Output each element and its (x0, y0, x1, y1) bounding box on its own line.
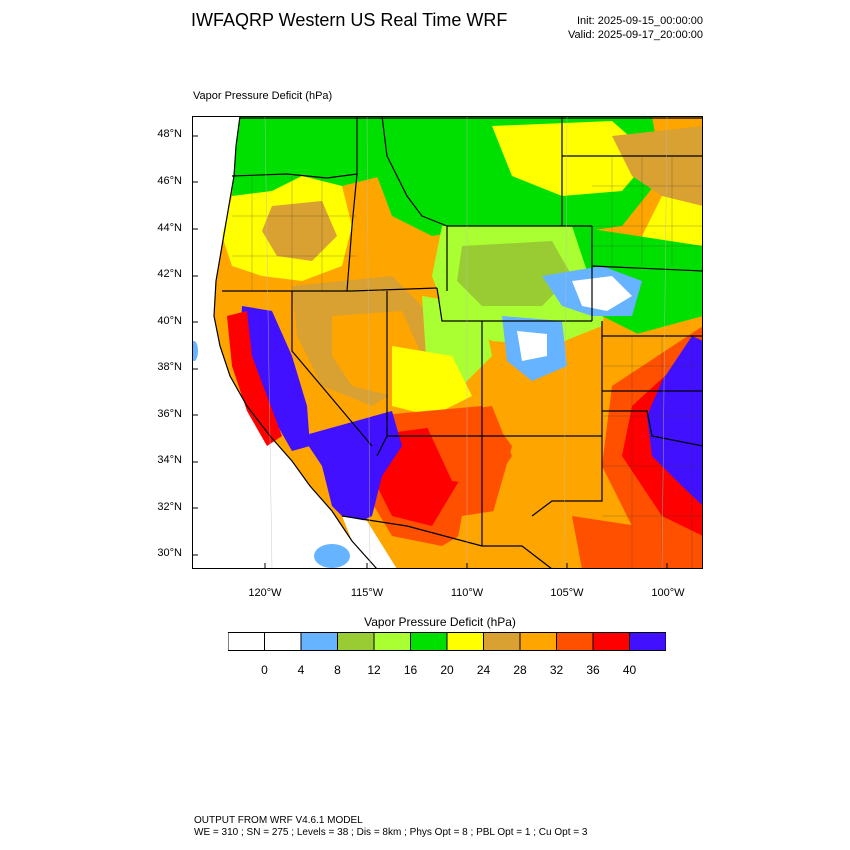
colorbar-bin (373, 632, 411, 651)
colorbar-tick-label: 40 (622, 663, 637, 677)
footer-line-2: WE = 310 ; SN = 275 ; Levels = 38 ; Dis … (194, 827, 588, 838)
colorbar-tick-label: 32 (549, 663, 564, 677)
colorbar-tick-label: 0 (261, 663, 268, 677)
colorbar-bin (629, 632, 666, 651)
colorbar-bin (264, 632, 302, 651)
lat-label: 32°N (157, 501, 182, 513)
lat-label: 46°N (157, 175, 182, 187)
colorbar-bin (483, 632, 521, 651)
lat-label: 42°N (157, 268, 182, 280)
cool-spot-pacific (192, 341, 198, 361)
lat-label: 48°N (157, 128, 182, 140)
region-utah-yellow (392, 346, 472, 416)
region-ca-central-valley (240, 306, 310, 451)
map-frame (192, 116, 703, 569)
vpd-map (192, 116, 703, 569)
colorbar-bin (300, 632, 338, 651)
lat-label: 40°N (157, 315, 182, 327)
lon-label: 115°W (350, 587, 384, 599)
region-sw-purple (302, 411, 402, 526)
state-borders (222, 116, 703, 569)
lon-label: 120°W (248, 587, 282, 599)
colorbar-tick-label: 20 (440, 663, 454, 677)
cool-spot-baja (314, 544, 350, 568)
colorbar-title: Vapor Pressure Deficit (hPa) (364, 615, 516, 629)
lat-label: 34°N (157, 454, 182, 466)
region-ca-coast-red (227, 311, 282, 446)
region-texas-purple (647, 336, 703, 506)
colorbar (228, 632, 666, 651)
region-mexico-red (572, 516, 703, 569)
lat-label: 44°N (157, 222, 182, 234)
init-time: Init: 2025-09-15_00:00:00 (577, 15, 703, 27)
colorbar-bin (519, 632, 557, 651)
lon-label: 110°W (450, 587, 484, 599)
colorbar-tick-label: 8 (334, 663, 341, 677)
lon-label: 100°W (651, 587, 685, 599)
colorbar-bin (410, 632, 448, 651)
region-cool-white-2 (517, 331, 547, 361)
region-wyoming-olive (457, 241, 572, 306)
colorbar-tick-label: 12 (367, 663, 381, 677)
region-cool-white-1 (572, 276, 632, 311)
colorbar-bin (446, 632, 484, 651)
colorbar-tick-label: 36 (586, 663, 600, 677)
valid-time: Valid: 2025-09-17_20:00:00 (568, 29, 703, 41)
model-info-footer: OUTPUT FROM WRF V4.6.1 MODEL WE = 310 ; … (194, 815, 587, 839)
coastline (213, 116, 378, 569)
region-pnw-green (232, 116, 402, 206)
colorbar-bin (592, 632, 630, 651)
map-main-title: IWFAQRP Western US Real Time WRF (191, 10, 508, 30)
gulf-of-california (342, 516, 397, 569)
map-ticks (192, 135, 668, 569)
colorbar-tick-label: 24 (476, 663, 491, 677)
lat-label: 36°N (157, 408, 182, 420)
colorbar-tick-label: 4 (297, 663, 305, 677)
lat-label: 38°N (157, 361, 182, 373)
colorbar-bin (556, 632, 594, 651)
region-mexico-orange (452, 496, 612, 569)
colorbar-tick-label: 28 (513, 663, 527, 677)
plot-title: Vapor Pressure Deficit (hPa) (193, 90, 333, 102)
colorbar-tick-label: 16 (403, 663, 418, 677)
footer-line-1: OUTPUT FROM WRF V4.6.1 MODEL (194, 815, 363, 826)
colorbar-bin (228, 632, 265, 651)
county-lines (232, 156, 703, 569)
lat-label: 30°N (157, 547, 182, 559)
model-timestamps: Init: 2025-09-15_00:00:00 Valid: 2025-09… (520, 14, 703, 42)
colorbar-bin (337, 632, 375, 651)
graticule (264, 116, 668, 569)
lon-label: 105°W (550, 587, 584, 599)
